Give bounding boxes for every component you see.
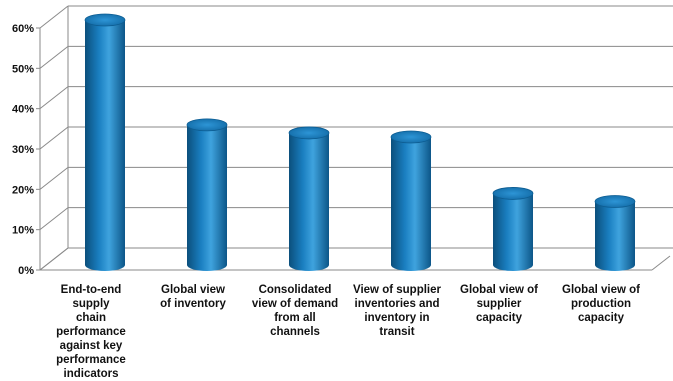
x-tick-label: Global view of production capacity (551, 283, 651, 325)
x-tick-label-line: capacity (577, 312, 625, 324)
bar-chart: 0% 10% 20% 30% 40% 50% 60% (12, 5, 673, 277)
y-tick-label: 60% (12, 23, 34, 35)
bar (594, 195, 636, 271)
x-tick-label-line: of inventory (160, 298, 226, 310)
bar-body (493, 193, 533, 271)
x-tick-label-line: performance (56, 354, 126, 366)
bar-cap (288, 126, 330, 140)
bar-cap (186, 118, 228, 132)
gridline-side (39, 45, 69, 69)
x-tick-label: Global view of inventory (143, 283, 243, 311)
x-tick-label-line: view of demand (251, 298, 339, 310)
y-tick-label: 50% (12, 63, 34, 75)
bar-cap (594, 195, 636, 208)
x-tick-label-line: channels (270, 326, 320, 338)
gridline-side (39, 86, 69, 110)
x-tick-label-line: inventories and (354, 298, 440, 310)
x-tick-label-line: Global view (161, 284, 225, 296)
x-tick-label-line: indicators (63, 368, 119, 380)
bar-body (187, 124, 227, 271)
x-tick-label-line: View of supplier (353, 284, 441, 296)
gridline-side (39, 166, 69, 190)
bar (84, 13, 126, 271)
bar (288, 126, 330, 271)
y-tick-label: 0% (18, 265, 34, 277)
x-tick-label-line: transit (379, 326, 415, 338)
x-tick-label-line: Consolidated (258, 284, 332, 296)
bar-body (289, 132, 329, 271)
x-tick-label-line: production (570, 298, 632, 310)
x-tick-label-line: Global view of (460, 284, 538, 296)
x-tick-label: Consolidated view of demand from all channe… (245, 283, 345, 339)
y-tick-label: 30% (12, 144, 34, 156)
gridline-side (39, 5, 69, 29)
gridline-side (39, 207, 69, 231)
x-tick-label-line: Global view of (562, 284, 640, 296)
bars (84, 13, 636, 271)
y-tick-label: 10% (12, 225, 34, 237)
gridline-side (39, 126, 69, 150)
x-tick-label-line: chain performance (56, 312, 126, 338)
x-tick-label: End-to-end supply chain performance agains… (41, 283, 141, 381)
bar-body (85, 20, 125, 271)
y-axis-ticks: 0% 10% 20% 30% 40% 50% 60% (12, 23, 34, 277)
bar-body (391, 136, 431, 271)
bar-cap (84, 13, 126, 27)
bar (492, 187, 534, 271)
bar (186, 118, 228, 271)
floor-right-line (651, 255, 671, 271)
x-tick-label-line: capacity (475, 312, 523, 324)
x-tick-label-line: inventory in (364, 312, 430, 324)
x-tick-label-line: from all (274, 312, 316, 324)
y-tick-label: 20% (12, 184, 34, 196)
x-tick-label-line: End-to-end supply (60, 284, 122, 310)
x-tick-label-line: supplier (476, 298, 522, 310)
gridline-side (39, 247, 69, 271)
x-tick-label: Global view of supplier capacity (449, 283, 549, 325)
bar-cap (492, 187, 534, 200)
x-tick-label: View of supplier inventories and inventory… (347, 283, 447, 339)
bar (390, 130, 432, 271)
bar-cap (390, 130, 432, 144)
bar-body (595, 201, 635, 271)
x-tick-label-line: against key (59, 340, 123, 352)
y-tick-label: 40% (12, 104, 34, 116)
gridlines (36, 5, 673, 271)
